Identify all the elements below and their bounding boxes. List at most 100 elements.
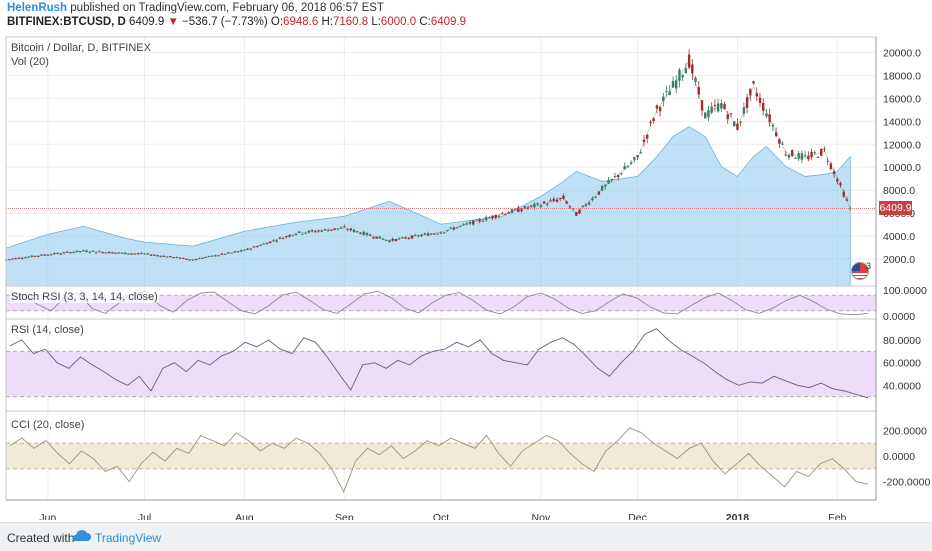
candle-body: [765, 113, 768, 117]
candle-body: [633, 157, 636, 160]
candle-body: [24, 257, 27, 259]
candle-body: [95, 252, 98, 254]
low-value: 6000.0: [380, 16, 417, 28]
candle-body: [343, 226, 346, 228]
candle-body: [449, 227, 452, 229]
tradingview-brand-link[interactable]: TradingView: [95, 531, 162, 545]
candle-body: [156, 255, 159, 257]
chart-area[interactable]: Jun Jul Aug Sep Oct Nov Dec 2018 Feb 2000.0 4000.0…: [0, 0, 932, 520]
candle-body: [420, 235, 423, 237]
candle-body: [536, 202, 539, 205]
candle-body: [681, 75, 684, 78]
candle-body: [623, 166, 626, 170]
candle-body: [571, 208, 575, 210]
candle-body: [758, 97, 762, 103]
candle-body: [46, 254, 50, 256]
candle-body: [613, 176, 617, 178]
candle-body: [114, 252, 117, 254]
candle-body: [53, 252, 56, 255]
candle-body: [265, 242, 269, 245]
open-label: O:: [270, 16, 284, 28]
candle-body: [768, 114, 771, 123]
tradingview-cloud-icon[interactable]: [70, 529, 92, 546]
candle-body: [778, 139, 781, 144]
publish-line: HelenRush published on TradingView.com, …: [7, 2, 384, 14]
candle-body: [162, 255, 166, 257]
candle-body: [845, 199, 849, 201]
ohlc-legend: BITFINEX:BTCUSD, D 6409.9 ▼ −536.7 (−7.7…: [7, 16, 466, 28]
candle-body: [349, 228, 352, 231]
cci-line: [9, 427, 869, 493]
candle-body: [774, 132, 778, 137]
symbol-label: BITFINEX:BTCUSD, D: [7, 16, 126, 28]
price-tick-label: 18000.0: [883, 70, 921, 82]
candle-body: [72, 252, 75, 254]
candle-body: [452, 227, 456, 230]
candle-body: [639, 152, 642, 154]
cci-tick-label: -200.0000: [883, 477, 930, 489]
candle-body: [272, 240, 275, 242]
price-tick-label: 4000.0: [883, 231, 915, 243]
candle-body: [417, 235, 420, 237]
candle-body: [143, 253, 146, 255]
rsi-tick-label: 40.0000: [883, 380, 921, 392]
candle-body: [211, 255, 214, 257]
candle-body: [201, 257, 204, 259]
candle-body: [604, 184, 607, 187]
x-tick-label: Sep: [335, 512, 354, 520]
candle-body: [304, 232, 307, 234]
change-value: −536.7 (−7.73%): [182, 16, 268, 28]
candle-body: [488, 217, 491, 219]
price-tick-label: 16000.0: [883, 93, 921, 105]
candle-body: [175, 257, 178, 259]
candle-body: [301, 233, 304, 235]
candle-body: [191, 259, 195, 261]
candle-body: [359, 232, 362, 234]
x-tick-label: Nov: [532, 512, 551, 520]
footer-bar: Created with TradingView: [0, 522, 932, 551]
candle-body: [726, 114, 729, 120]
candle-body: [317, 230, 320, 232]
candle-body: [146, 253, 149, 255]
candle-body: [310, 230, 314, 232]
candle-body: [220, 253, 224, 255]
candle-body: [269, 241, 272, 243]
candle-body: [294, 234, 298, 236]
candle-body: [49, 254, 53, 256]
x-tick-label: Jun: [39, 512, 56, 520]
candle-body: [426, 233, 430, 236]
created-with-text: Created with: [7, 531, 75, 545]
candle-body: [439, 232, 443, 234]
candle-body: [771, 125, 775, 127]
candle-body: [594, 196, 597, 198]
candle-body: [810, 151, 813, 158]
candle-body: [275, 240, 278, 242]
flag-icon[interactable]: [851, 262, 869, 280]
candle-body: [256, 246, 259, 248]
candle-body: [839, 183, 842, 186]
candle-body: [520, 209, 523, 212]
candle-body: [262, 243, 265, 245]
candle-body: [362, 231, 365, 236]
candle-body: [749, 88, 752, 96]
high-label: H:: [321, 16, 333, 28]
candle-body: [781, 143, 784, 145]
candle-body: [388, 240, 391, 243]
candle-body: [807, 155, 810, 160]
candle-body: [223, 253, 227, 255]
candle-body: [30, 255, 33, 258]
candle-body: [675, 80, 678, 89]
candle-body: [130, 253, 133, 255]
cci-title: CCI (20, close): [10, 419, 86, 431]
author-link[interactable]: HelenRush: [7, 2, 68, 14]
candle-body: [507, 212, 510, 214]
candle-body: [14, 258, 17, 260]
candle-body: [707, 110, 710, 118]
candle-body: [652, 118, 655, 121]
candle-body: [188, 259, 191, 261]
candle-body: [278, 237, 282, 239]
price-tick-label: 2000.0: [883, 254, 915, 266]
candle-body: [207, 255, 211, 257]
candle-body: [555, 199, 559, 202]
candle-body: [446, 230, 449, 232]
